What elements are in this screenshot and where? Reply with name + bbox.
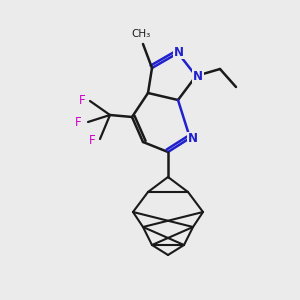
Text: N: N (188, 133, 198, 146)
Text: CH₃: CH₃ (131, 29, 151, 39)
Text: N: N (193, 70, 203, 83)
Text: F: F (75, 116, 82, 128)
Text: N: N (174, 46, 184, 59)
Text: F: F (78, 94, 85, 106)
Text: F: F (89, 134, 96, 146)
